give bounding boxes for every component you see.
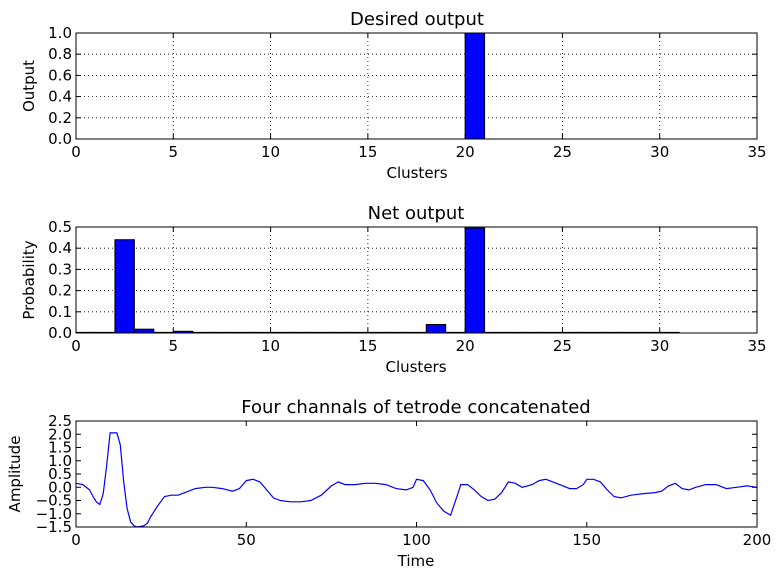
net-output-xtick-label: 30 [650, 337, 669, 355]
tetrode-series-line [75, 432, 758, 528]
desired-output-xtick-label: 30 [650, 143, 669, 161]
net-output-ytick-label: 0.1 [48, 303, 72, 321]
net-output-axes-frame [75, 226, 758, 334]
tetrode-ytick-label: −1.5 [36, 518, 72, 536]
tetrode-ytick-label: 2.5 [48, 412, 72, 430]
net-output-xlabel: Clusters [385, 358, 446, 376]
net-output-ylabel: Probability [20, 240, 38, 319]
desired-output-xtick-label: 35 [747, 143, 766, 161]
net-output-panel: Net output Clusters Probability 0 5 10 15 20… [20, 203, 767, 376]
desired-output-ylabel: Output [20, 60, 38, 112]
tetrode-ytick-label: 1.5 [48, 439, 72, 457]
tetrode-xtick-label: 150 [572, 531, 601, 549]
tetrode-xtick-label: 200 [743, 531, 772, 549]
desired-output-ytick-label: 0.4 [48, 88, 72, 106]
tetrode-ytick-label: 0.5 [48, 465, 72, 483]
desired-output-ytick-label: 1.0 [48, 24, 72, 42]
net-output-bar [425, 324, 447, 334]
desired-output-ytick-label: 0.0 [48, 130, 72, 148]
tetrode-panel: Four channals of tetrode concatenated Ti… [6, 397, 771, 570]
net-output-title: Net output [368, 203, 465, 224]
tetrode-xtick-label: 50 [237, 531, 256, 549]
desired-output-panel: Desired output Clusters Output 0 5 10 15 20 2… [20, 9, 767, 182]
desired-output-xlabel: Clusters [386, 164, 447, 182]
desired-output-xtick-label: 25 [553, 143, 572, 161]
net-output-bar [114, 239, 135, 334]
tetrode-xlabel: Time [397, 552, 435, 570]
desired-output-title: Desired output [350, 9, 484, 30]
net-output-bar [133, 328, 155, 334]
tetrode-ytick-label: 2.0 [48, 425, 72, 443]
net-output-xtick-label: 25 [553, 337, 572, 355]
desired-output-ytick-label: 0.8 [48, 45, 72, 63]
net-output-xtick-label: 35 [747, 337, 766, 355]
net-output-bar [464, 227, 486, 334]
desired-output-ytick-label: 0.2 [48, 109, 72, 127]
desired-output-xtick-label: 10 [261, 143, 280, 161]
tetrode-xtick-label: 100 [402, 531, 431, 549]
desired-output-xtick-label: 20 [456, 143, 475, 161]
net-output-xtick-label: 5 [169, 337, 179, 355]
net-output-xtick-label: 0 [71, 337, 81, 355]
desired-output-xtick-label: 5 [169, 143, 179, 161]
net-output-xtick-label: 10 [261, 337, 280, 355]
tetrode-ytick-label: 0.0 [48, 478, 72, 496]
net-output-plot-area: 0 5 10 15 20 25 30 35 0.0 0.1 0.2 0.3 0.4 0.5 [48, 218, 766, 355]
tetrode-axes-frame [75, 420, 758, 528]
tetrode-ylabel: Amplitude [6, 436, 24, 513]
tetrode-ytick-label: −0.5 [36, 492, 72, 510]
tetrode-title: Four channals of tetrode concatenated [241, 397, 590, 418]
desired-output-ytick-label: 0.6 [48, 66, 72, 84]
tetrode-ytick-label: −1.0 [36, 505, 72, 523]
desired-output-axes-frame [75, 32, 758, 140]
desired-output-bar [464, 32, 486, 140]
net-output-ytick-label: 0.2 [48, 282, 72, 300]
desired-output-xtick-label: 0 [71, 143, 81, 161]
desired-output-plot-area: 0 5 10 15 20 25 30 35 0.0 0.2 0.4 0.6 0.8 1.0 [48, 24, 766, 161]
net-output-ytick-label: 0.3 [48, 260, 72, 278]
net-output-ytick-label: 0.4 [48, 239, 72, 257]
desired-output-xtick-label: 15 [358, 143, 377, 161]
tetrode-plot-area: 0 50 100 150 200 −1.5−1.0−0.50.00.51.01.52.02… [36, 412, 772, 549]
net-output-xtick-label: 15 [358, 337, 377, 355]
net-output-xtick-label: 20 [456, 337, 475, 355]
net-output-ytick-label: 0.5 [48, 218, 72, 236]
tetrode-ytick-label: 1.0 [48, 452, 72, 470]
tetrode-xtick-label: 0 [71, 531, 81, 549]
net-output-ytick-label: 0.0 [48, 324, 72, 342]
